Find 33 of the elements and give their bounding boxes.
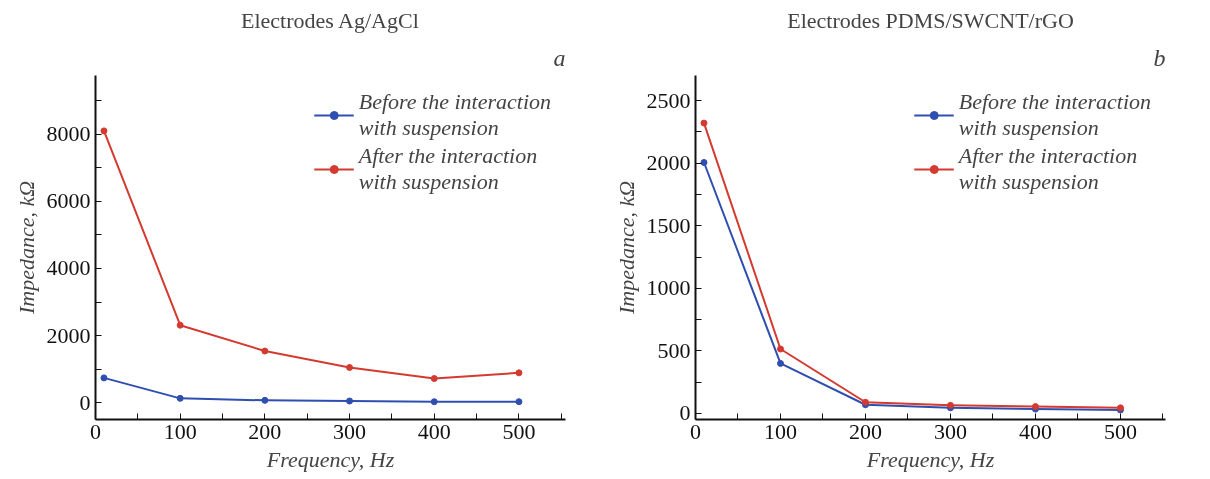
y-tick-label: 4000 (46, 255, 91, 281)
y-tick-label: 6000 (46, 188, 91, 214)
x-tick-label: 300 (333, 418, 367, 444)
text: b (1153, 44, 1166, 71)
y-axis-title: Impedance, kΩ (13, 180, 39, 316)
x-tick-label: 200 (848, 418, 882, 444)
x-tick-label: 100 (763, 418, 797, 444)
x-tick-label: 400 (1018, 418, 1052, 444)
y-tick-label: 1000 (646, 275, 691, 301)
text: a (553, 44, 566, 71)
x-tick-label: 400 (417, 418, 451, 444)
x-tick-label: 500 (1103, 418, 1137, 444)
legend-label: After the interaction with suspension (958, 143, 1138, 195)
chart-title: Electrodes PDMS/SWCNT/rGO (787, 7, 1074, 33)
x-tick-label: 100 (163, 418, 197, 444)
legend-label: After the interaction with suspension (358, 143, 538, 195)
y-tick-label: 2000 (46, 322, 91, 348)
y-tick-label: 2000 (646, 150, 691, 176)
y-tick-label: 8000 (46, 121, 91, 147)
y-tick-label: 0 (79, 389, 91, 415)
y-axis-title: Impedance, kΩ (613, 180, 639, 316)
x-axis-title: Frequency, Hz (865, 446, 995, 472)
y-tick-label: 500 (657, 337, 691, 363)
y-tick-label: 2500 (646, 87, 691, 113)
x-axis-title: Frequency, Hz (265, 446, 395, 472)
legend-label: Before the interaction with suspension (958, 89, 1151, 141)
legend-label: Before the interaction with suspension (358, 89, 551, 141)
y-tick-label: 0 (679, 400, 691, 426)
x-tick-label: 500 (502, 418, 536, 444)
x-tick-label: 200 (248, 418, 282, 444)
chart-title: Electrodes Ag/AgCl (240, 7, 419, 33)
x-tick-label: 300 (933, 418, 967, 444)
y-tick-label: 1500 (646, 212, 691, 238)
